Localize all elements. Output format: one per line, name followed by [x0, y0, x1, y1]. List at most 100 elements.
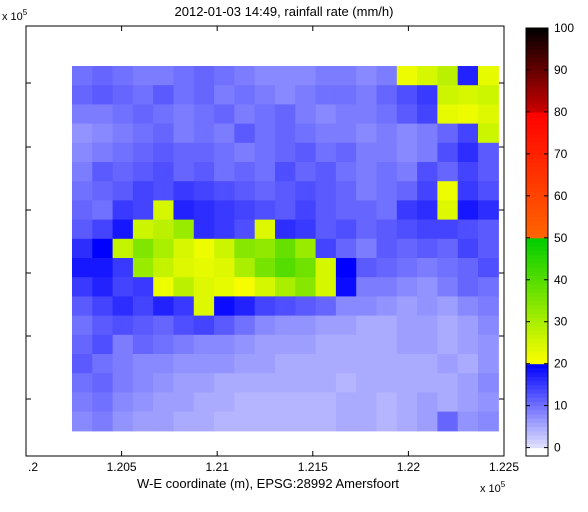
heatmap-cell [275, 200, 296, 221]
colorbar-segment [526, 246, 548, 251]
heatmap-cell [254, 296, 276, 317]
heatmap-cell [234, 354, 256, 374]
heatmap-cell [254, 277, 276, 297]
colorbar-segment [526, 103, 548, 109]
heatmap-cell [234, 162, 256, 182]
heatmap-cell [376, 373, 398, 393]
heatmap-cell [254, 315, 276, 336]
x-tick-label: 1.22 [397, 460, 421, 474]
heatmap-cell [437, 238, 459, 259]
heatmap-cell [214, 392, 235, 413]
colorbar-segment [526, 28, 548, 33]
heatmap-cell [214, 123, 235, 144]
heatmap-cell [457, 85, 479, 105]
colorbar-segment [526, 212, 548, 218]
heatmap-cell [356, 66, 378, 86]
colorbar-segment [526, 422, 548, 428]
heatmap-cell [193, 162, 215, 182]
heatmap-cell [92, 181, 114, 201]
heatmap-cell [295, 258, 317, 278]
heatmap-cell [72, 142, 93, 163]
heatmap-cell [437, 334, 459, 355]
colorbar-segment [526, 179, 548, 184]
heatmap-cell [132, 104, 154, 125]
heatmap-cell [254, 104, 276, 125]
colorbar-segment [526, 414, 548, 419]
heatmap-cell [132, 334, 154, 355]
colorbar-segment [526, 221, 548, 226]
x-exponent-label: x 105 [480, 480, 506, 495]
heatmap-cell [193, 104, 215, 125]
colorbar-segment [526, 162, 548, 167]
colorbar-segment [526, 74, 548, 79]
heatmap-cell [173, 200, 195, 221]
heatmap-cell [437, 296, 459, 317]
heatmap-cell [112, 200, 134, 221]
heatmap-cell [417, 104, 438, 125]
heatmap-cell [72, 373, 93, 393]
colorbar-segment [526, 233, 548, 239]
colorbar-tick-label: 10 [554, 399, 568, 413]
colorbar-tick-label: 30 [554, 315, 568, 329]
heatmap-cell [315, 162, 337, 182]
colorbar-segment [526, 32, 548, 37]
heatmap-cell [92, 411, 114, 432]
heatmap-cell [153, 162, 175, 182]
heatmap-cell [234, 200, 256, 221]
heatmap-cell [193, 238, 215, 259]
heatmap-cell [132, 200, 154, 221]
heatmap-cell [376, 411, 398, 432]
heatmap-cell [214, 181, 235, 201]
y-exponent-label: x 105 [2, 8, 28, 23]
colorbar-segment [526, 384, 548, 390]
colorbar-segment [526, 48, 548, 54]
heatmap-cell [478, 373, 499, 393]
heatmap-cell [417, 200, 438, 221]
heatmap-cell [356, 142, 378, 163]
heatmap-cell [112, 373, 134, 393]
heatmap-cell [275, 277, 296, 297]
colorbar-segment [526, 317, 548, 323]
colorbar-segment [526, 124, 548, 130]
heatmap-cell [72, 219, 93, 240]
heatmap-cell [376, 104, 398, 125]
heatmap-cell [478, 277, 499, 297]
heatmap-cell [295, 123, 317, 144]
heatmap-cell [396, 219, 418, 240]
colorbar-segment [526, 200, 548, 205]
heatmap-cell [72, 181, 93, 201]
heatmap-cell [72, 66, 93, 86]
heatmap-cell [295, 296, 317, 317]
colorbar-segment [526, 451, 548, 457]
heatmap-cell [193, 334, 215, 355]
heatmap-cell [417, 219, 438, 240]
heatmap-cell [457, 162, 479, 182]
heatmap-cell [478, 66, 499, 86]
heatmap-cell [376, 354, 398, 374]
colorbar-segment [526, 359, 548, 365]
colorbar-segment [526, 145, 548, 151]
colorbar-segment [526, 439, 548, 444]
heatmap-cell [335, 181, 357, 201]
colorbar-segment [526, 166, 548, 172]
heatmap-cell [335, 142, 357, 163]
heatmap-cell [193, 354, 215, 374]
heatmap-cell [275, 104, 296, 125]
heatmap-cell [376, 334, 398, 355]
heatmap-cell [92, 258, 114, 278]
heatmap-cell [193, 373, 215, 393]
heatmap-cell [437, 123, 459, 144]
colorbar-segment [526, 149, 548, 155]
heatmap-cell [173, 315, 195, 336]
heatmap-cell [295, 373, 317, 393]
heatmap-cell [396, 296, 418, 317]
heatmap-cell [437, 66, 459, 86]
heatmap-cell [72, 162, 93, 182]
heatmap-cell [275, 354, 296, 374]
heatmap-cell [356, 277, 378, 297]
heatmap-cell [396, 238, 418, 259]
heatmap-cell [356, 411, 378, 432]
heatmap-cell [254, 219, 276, 240]
heatmap-cell [335, 85, 357, 105]
heatmap-cell [335, 392, 357, 413]
